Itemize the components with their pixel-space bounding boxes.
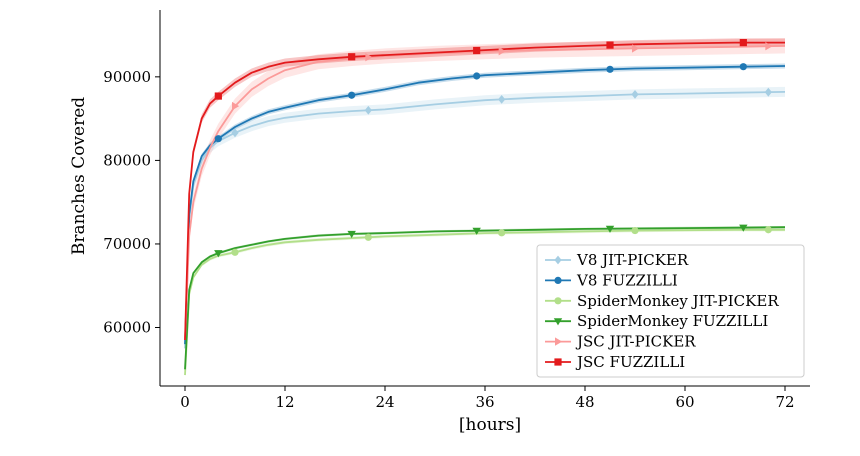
series-5-point-1 [348,53,356,61]
legend-marker-5 [554,358,562,366]
x-tick-label-0: 0 [180,393,190,411]
series-lines [184,41,786,376]
legend-label-0: V8 JIT-PICKER [576,251,689,269]
x-tick-label-4: 48 [575,393,594,411]
series-5-point-3 [606,41,614,49]
legend-label-1: V8 FUZZILLI [576,271,678,289]
series-1-point-3 [606,65,614,73]
series-3-point-2 [472,227,481,235]
series-1-point-4 [739,63,747,71]
series-3-point-4 [739,224,748,232]
series-2-point-2 [498,229,506,237]
legend: V8 JIT-PICKER V8 FUZZILLI SpiderMonkey JIT… [536,244,805,378]
series-4-point-3 [632,44,640,53]
series-markers [214,38,773,258]
y-tick-label-1: 70000 [103,235,151,253]
series-4-line [184,45,786,341]
series-4-point-0 [232,101,240,111]
series-2-point-0 [231,248,239,256]
series-5-point-2 [473,46,481,55]
legend-marker-0 [554,255,562,265]
series-2-point-1 [364,233,372,241]
legend-label-5: JSC FUZZILLI [575,353,685,371]
series-5-point-4 [739,38,747,47]
legend-label-4: JSC JIT-PICKER [575,333,696,351]
legend-marker-3 [553,318,563,326]
series-4-point-2 [498,47,506,56]
y-tick-label-0: 60000 [103,319,151,337]
series-1-point-2 [473,72,481,80]
x-tick-label-6: 72 [775,393,794,411]
x-tick-label-2: 24 [375,393,394,411]
series-3-point-0 [214,250,223,258]
series-2-point-3 [631,226,639,235]
legend-marker-2 [554,297,562,305]
legend-label-3: SpiderMonkey FUZZILLI [577,312,768,330]
legend-label-2: SpiderMonkey JIT-PICKER [577,292,779,310]
series-2-line [184,228,785,376]
series-5-point-0 [214,92,222,100]
series-1-point-1 [348,91,356,99]
x-tick-label-3: 36 [475,393,494,411]
y-axis-label: Branches Covered [69,97,89,255]
x-tick-label-1: 12 [275,393,294,411]
x-tick-label-5: 60 [675,393,694,411]
series-3-line [184,226,786,370]
x-axis-label: [hours] [459,415,521,435]
y-tick-label-2: 80000 [103,151,151,169]
y-ticks: 60000 70000 80000 90000 [103,68,160,337]
series-1-point-0 [214,135,222,143]
series-0-point-4 [764,87,772,97]
legend-marker-1 [554,276,562,284]
x-ticks: 0 12 24 36 48 60 72 [180,386,795,411]
series-3-point-3 [605,225,615,233]
y-tick-label-3: 90000 [103,68,151,86]
series-0-point-3 [631,89,639,99]
series-4-point-4 [765,42,773,51]
legend-box [536,244,805,378]
series-4-point-1 [365,53,373,62]
series-5-line [184,41,785,341]
series-0-line [184,91,786,349]
legend-marker-4 [555,337,563,346]
series-0-point-0 [231,128,239,138]
series-3-point-1 [347,230,356,239]
series-2-point-4 [764,226,772,234]
series-0-point-1 [364,105,372,115]
series-0-point-2 [498,95,506,104]
